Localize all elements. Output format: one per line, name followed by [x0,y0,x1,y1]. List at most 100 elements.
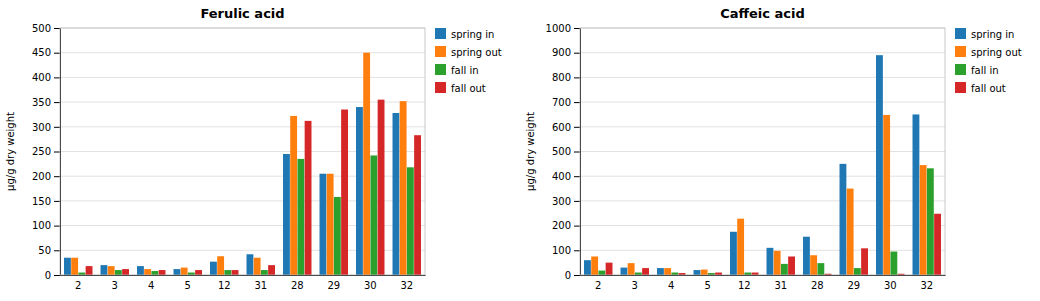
grid-line [580,126,945,127]
bar-series [584,55,919,275]
bar [883,115,890,275]
legend-item: spring out [955,46,1022,58]
x-tick: 32 [920,280,933,291]
bar [195,270,202,275]
x-tick: 5 [185,280,191,291]
grid [60,28,425,275]
y-tick: 200 [32,171,60,182]
y-axis-line [54,29,61,276]
x-tick: 5 [705,280,711,291]
y-tick: 800 [552,72,580,83]
chart-title: Ferulic acid [200,6,284,21]
bar [370,155,377,275]
bar [393,113,400,275]
bar-series [591,115,926,275]
y-tick-label: 900 [552,47,571,58]
x-tick: 30 [364,280,377,291]
bar [305,121,312,275]
x-tick: 4 [148,280,154,291]
grid-line [60,225,425,226]
bar-series [598,168,933,275]
x-tick: 31 [774,280,787,291]
grid-line [60,102,425,103]
bar [840,164,847,275]
bar [414,135,421,275]
y-tick-label: 100 [32,220,51,231]
y-axis-title: μg/g dry weight [525,112,536,191]
bar [767,248,774,275]
legend-label: fall out [971,83,1006,94]
bar [290,116,297,275]
bar-series [71,53,406,275]
bar [934,214,941,275]
legend-label: spring in [451,29,494,40]
plot-frame [580,28,945,275]
bar [598,271,605,275]
bar [400,101,407,275]
bar [254,258,261,275]
grid-line [60,200,425,201]
bar [217,256,224,275]
y-tick-mark [574,275,580,276]
y-tick: 600 [552,122,580,133]
x-tick-label: 28 [291,280,304,291]
y-tick: 500 [552,146,580,157]
y-tick-label: 450 [32,47,51,58]
y-tick-mark [574,152,580,153]
y-tick: 0 [565,270,580,281]
y-tick-label: 0 [565,270,571,281]
legend-swatch [955,64,966,75]
y-tick: 100 [32,220,60,231]
y-tick-label: 300 [552,196,571,207]
x-tick: 28 [811,280,824,291]
y-tick-mark [574,102,580,103]
grid-line [60,250,425,251]
panel: 0501001502002503003504004505002345123128… [5,6,502,291]
bar [341,110,348,275]
legend-item: spring out [435,46,502,58]
legend-label: spring out [451,47,502,58]
grid-line [60,52,425,53]
x-tick: 28 [291,280,304,291]
x-tick-label: 12 [738,280,751,291]
legend-label: fall in [971,65,999,76]
bar [247,254,254,275]
bar [927,168,934,275]
y-tick: 350 [32,97,60,108]
legend-label: fall out [451,83,486,94]
y-tick: 300 [552,196,580,207]
y-tick: 400 [552,171,580,182]
grid-line [60,151,425,152]
y-tick-label: 150 [32,196,51,207]
y-tick-mark [54,77,60,78]
bar [64,258,71,275]
bar [122,269,129,275]
y-tick-label: 700 [552,97,571,108]
y-tick-label: 250 [32,146,51,157]
bar-series [606,214,941,275]
bar [144,269,151,275]
legend: spring inspring outfall infall out [435,28,502,94]
legend-label: spring out [971,47,1022,58]
bar [108,266,115,275]
y-tick-label: 300 [32,122,51,133]
y-tick: 250 [32,146,60,157]
legend-item: spring in [955,28,1014,40]
bar [297,159,304,275]
bar [210,262,217,275]
legend-label: spring in [971,29,1014,40]
grid-line [580,52,945,53]
y-tick: 150 [32,196,60,207]
y-tick: 200 [552,220,580,231]
bar [174,269,181,275]
bar [621,268,628,275]
bar [407,167,414,275]
bar [861,248,868,275]
bar [261,270,268,275]
y-tick-mark [574,77,580,78]
grid-line [580,225,945,226]
x-tick-label: 30 [884,280,897,291]
bar [86,266,93,275]
x-tick-label: 2 [595,280,601,291]
legend-swatch [435,46,446,57]
